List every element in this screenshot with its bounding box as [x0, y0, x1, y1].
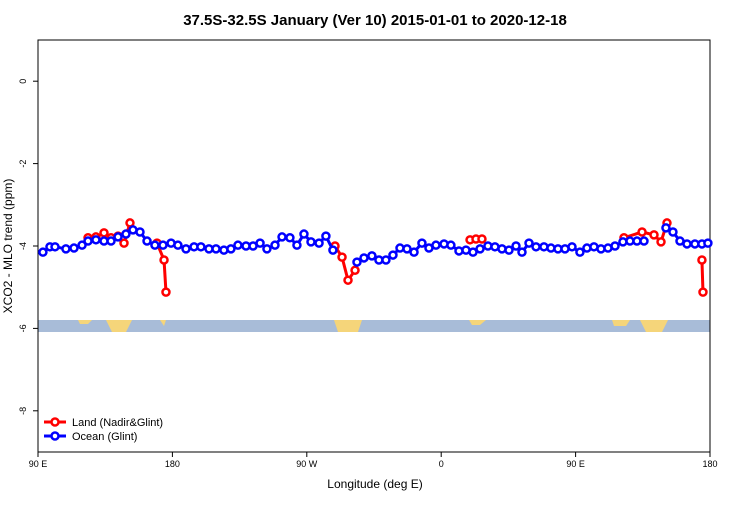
data-point	[359, 253, 369, 263]
data-point	[703, 238, 713, 248]
data-point	[417, 238, 427, 248]
data-point	[314, 238, 324, 248]
y-tick-label: -8	[18, 407, 28, 415]
data-point	[77, 240, 87, 250]
data-point	[142, 236, 152, 246]
data-point	[226, 244, 236, 254]
land-shape	[334, 320, 362, 332]
legend-marker	[50, 431, 60, 441]
data-point	[50, 242, 60, 252]
data-point	[698, 287, 708, 297]
land-shape	[469, 320, 486, 325]
data-point	[173, 240, 183, 250]
data-point	[524, 238, 534, 248]
data-point	[161, 287, 171, 297]
data-point	[352, 257, 362, 267]
y-tick-label: -2	[18, 160, 28, 168]
legend-label: Land (Nadir&Glint)	[72, 417, 163, 429]
data-point	[158, 240, 168, 250]
data-point	[150, 240, 160, 250]
land-shape	[106, 320, 132, 332]
data-point	[637, 227, 647, 237]
legend-marker	[50, 417, 60, 427]
data-point	[292, 240, 302, 250]
data-point	[402, 244, 412, 254]
data-point	[610, 241, 620, 251]
data-point	[682, 239, 692, 249]
data-point	[477, 234, 487, 244]
x-axis-label: Longitude (deg E)	[327, 477, 422, 491]
y-axis-label: XCO2 - MLO trend (ppm)	[1, 179, 15, 314]
x-tick-label: 90 E	[566, 459, 585, 469]
data-point	[233, 240, 243, 250]
data-point	[121, 229, 131, 239]
x-tick-label: 90 E	[29, 459, 48, 469]
data-point	[504, 245, 514, 255]
data-point	[69, 243, 79, 253]
data-point	[475, 244, 485, 254]
data-point	[409, 247, 419, 257]
legend: Land (Nadir&Glint) Ocean (Glint)	[44, 417, 163, 443]
x-tick-label: 0	[439, 459, 444, 469]
land-shape	[78, 320, 92, 324]
data-point	[119, 238, 129, 248]
data-point	[106, 236, 116, 246]
data-point	[639, 236, 649, 246]
map-strip	[38, 320, 710, 332]
data-point	[337, 252, 347, 262]
data-point	[575, 247, 585, 257]
x-tick-label: 180	[165, 459, 180, 469]
y-tick-label: -6	[18, 324, 28, 332]
x-tick-label: 90 W	[296, 459, 318, 469]
data-point	[343, 275, 353, 285]
data-point	[668, 227, 678, 237]
data-point	[83, 236, 93, 246]
data-point	[181, 244, 191, 254]
legend-label: Ocean (Glint)	[72, 431, 137, 443]
data-point	[446, 240, 456, 250]
data-point	[306, 237, 316, 247]
data-point	[697, 255, 707, 265]
data-point	[388, 250, 398, 260]
data-point	[196, 242, 206, 252]
land-shape	[612, 320, 630, 326]
data-point	[211, 244, 221, 254]
data-point	[262, 244, 272, 254]
data-point	[277, 232, 287, 242]
data-point	[99, 228, 109, 238]
data-point	[270, 240, 280, 250]
data-point	[328, 245, 338, 255]
data-point	[517, 247, 527, 257]
data-point	[381, 255, 391, 265]
data-point	[285, 233, 295, 243]
data-point	[661, 223, 671, 233]
data-point	[350, 265, 360, 276]
land-shape	[160, 320, 166, 326]
data-point	[91, 235, 101, 245]
data-point	[255, 238, 265, 248]
land-shape	[640, 320, 668, 332]
data-point	[567, 242, 577, 252]
y-tick-label: 0	[18, 79, 28, 84]
data-point	[367, 251, 377, 261]
data-point	[299, 229, 309, 239]
data-point	[38, 247, 48, 257]
chart-title: 37.5S-32.5S January (Ver 10) 2015-01-01 …	[183, 12, 567, 29]
data-point	[649, 230, 659, 240]
data-point	[431, 240, 441, 250]
data-point	[531, 242, 541, 252]
y-tick-label: -4	[18, 242, 28, 250]
data-point	[468, 247, 478, 257]
data-point	[656, 237, 666, 247]
data-point	[113, 232, 123, 242]
data-point	[321, 231, 331, 241]
data-point	[511, 241, 521, 251]
data-point	[135, 227, 145, 237]
data-point	[61, 244, 71, 254]
x-tick-label: 180	[702, 459, 717, 469]
data-point	[159, 255, 169, 265]
ocean-strip	[38, 320, 710, 332]
